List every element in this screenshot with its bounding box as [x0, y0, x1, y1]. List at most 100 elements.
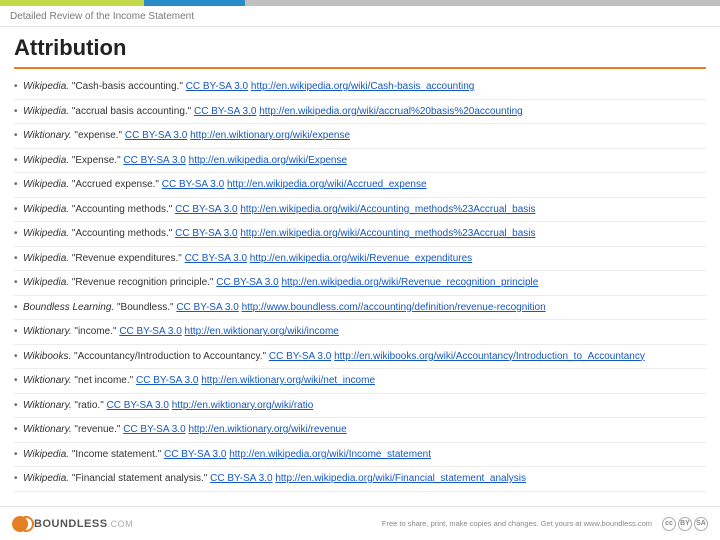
attribution-item: •Wiktionary. "revenue." CC BY-SA 3.0 htt…: [14, 418, 706, 443]
license-link[interactable]: CC BY-SA 3.0: [175, 204, 237, 215]
attribution-item: •Boundless Learning. "Boundless." CC BY-…: [14, 296, 706, 321]
bullet-icon: •: [14, 374, 23, 388]
license-link[interactable]: CC BY-SA 3.0: [123, 155, 185, 166]
attribution-source: Wiktionary.: [23, 424, 74, 435]
cc-icon: cc: [662, 517, 676, 531]
attribution-list: •Wikipedia. "Cash-basis accounting." CC …: [14, 75, 706, 492]
bullet-icon: •: [14, 276, 23, 290]
footer-right: Free to share, print, make copies and ch…: [382, 517, 708, 531]
attribution-title: "ratio.": [74, 400, 106, 411]
source-url-link[interactable]: http://www.boundless.com//accounting/def…: [242, 302, 546, 313]
attribution-item: •Wikipedia. "Cash-basis accounting." CC …: [14, 75, 706, 100]
source-url-link[interactable]: http://en.wikipedia.org/wiki/Revenue_rec…: [281, 277, 538, 288]
bullet-icon: •: [14, 350, 23, 364]
attribution-source: Wikipedia.: [23, 277, 72, 288]
bullet-icon: •: [14, 178, 23, 192]
breadcrumb: Detailed Review of the Income Statement: [0, 6, 720, 27]
bullet-icon: •: [14, 423, 23, 437]
attribution-item: •Wikipedia. "Accounting methods." CC BY-…: [14, 198, 706, 223]
source-url-link[interactable]: http://en.wikipedia.org/wiki/Financial_s…: [275, 473, 526, 484]
license-link[interactable]: CC BY-SA 3.0: [125, 130, 187, 141]
license-link[interactable]: CC BY-SA 3.0: [119, 326, 181, 337]
license-link[interactable]: CC BY-SA 3.0: [186, 81, 248, 92]
attribution-item: •Wikipedia. "Revenue expenditures." CC B…: [14, 247, 706, 272]
source-url-link[interactable]: http://en.wiktionary.org/wiki/net_income: [201, 375, 375, 386]
attribution-item: •Wiktionary. "expense." CC BY-SA 3.0 htt…: [14, 124, 706, 149]
source-url-link[interactable]: http://en.wikipedia.org/wiki/Accounting_…: [240, 204, 535, 215]
source-url-link[interactable]: http://en.wiktionary.org/wiki/income: [185, 326, 339, 337]
license-link[interactable]: CC BY-SA 3.0: [185, 253, 247, 264]
bullet-icon: •: [14, 399, 23, 413]
license-link[interactable]: CC BY-SA 3.0: [175, 228, 237, 239]
source-url-link[interactable]: http://en.wikipedia.org/wiki/Accounting_…: [240, 228, 535, 239]
brand-name: BOUNDLESS.COM: [34, 518, 133, 530]
bullet-icon: •: [14, 154, 23, 168]
attribution-source: Wikibooks.: [23, 351, 74, 362]
attribution-title: "Revenue expenditures.": [72, 253, 185, 264]
attribution-source: Wikipedia.: [23, 179, 72, 190]
bullet-icon: •: [14, 472, 23, 486]
attribution-item: •Wikipedia. "Revenue recognition princip…: [14, 271, 706, 296]
attribution-source: Wiktionary.: [23, 130, 74, 141]
boundless-logo-icon: [12, 516, 28, 532]
license-link[interactable]: CC BY-SA 3.0: [194, 106, 256, 117]
bullet-icon: •: [14, 105, 23, 119]
attribution-item: •Wiktionary. "income." CC BY-SA 3.0 http…: [14, 320, 706, 345]
footer-tagline: Free to share, print, make copies and ch…: [382, 519, 652, 528]
attribution-title: "net income.": [74, 375, 136, 386]
page-title: Attribution: [14, 33, 706, 69]
brand-domain: .COM: [108, 519, 134, 529]
brand: BOUNDLESS.COM: [12, 516, 133, 532]
attribution-title: "Financial statement analysis.": [72, 473, 210, 484]
attribution-title: "income.": [74, 326, 119, 337]
license-link[interactable]: CC BY-SA 3.0: [269, 351, 331, 362]
footer: BOUNDLESS.COM Free to share, print, make…: [0, 506, 720, 540]
attribution-item: •Wikibooks. "Accountancy/Introduction to…: [14, 345, 706, 370]
attribution-source: Wikipedia.: [23, 473, 72, 484]
source-url-link[interactable]: http://en.wikipedia.org/wiki/Revenue_exp…: [250, 253, 472, 264]
attribution-item: •Wikipedia. "Financial statement analysi…: [14, 467, 706, 492]
source-url-link[interactable]: http://en.wiktionary.org/wiki/expense: [190, 130, 350, 141]
source-url-link[interactable]: http://en.wikipedia.org/wiki/accrual%20b…: [259, 106, 522, 117]
license-link[interactable]: CC BY-SA 3.0: [162, 179, 224, 190]
bullet-icon: •: [14, 129, 23, 143]
attribution-title: "expense.": [74, 130, 124, 141]
license-link[interactable]: CC BY-SA 3.0: [216, 277, 278, 288]
attribution-source: Wikipedia.: [23, 155, 72, 166]
sa-icon: SA: [694, 517, 708, 531]
source-url-link[interactable]: http://en.wikibooks.org/wiki/Accountancy…: [334, 351, 645, 362]
attribution-source: Boundless Learning.: [23, 302, 117, 313]
attribution-source: Wikipedia.: [23, 204, 72, 215]
attribution-item: •Wiktionary. "net income." CC BY-SA 3.0 …: [14, 369, 706, 394]
attribution-title: "accrual basis accounting.": [72, 106, 194, 117]
cc-badges: cc BY SA: [662, 517, 708, 531]
attribution-item: •Wikipedia. "accrual basis accounting." …: [14, 100, 706, 125]
content-area: Attribution •Wikipedia. "Cash-basis acco…: [0, 27, 720, 506]
source-url-link[interactable]: http://en.wikipedia.org/wiki/Income_stat…: [229, 449, 431, 460]
source-url-link[interactable]: http://en.wiktionary.org/wiki/revenue: [188, 424, 346, 435]
attribution-item: •Wikipedia. "Accounting methods." CC BY-…: [14, 222, 706, 247]
attribution-title: "Revenue recognition principle.": [72, 277, 216, 288]
attribution-item: •Wikipedia. "Expense." CC BY-SA 3.0 http…: [14, 149, 706, 174]
source-url-link[interactable]: http://en.wikipedia.org/wiki/Cash-basis_…: [251, 81, 474, 92]
attribution-title: "Boundless.": [117, 302, 176, 313]
source-url-link[interactable]: http://en.wikipedia.org/wiki/Expense: [189, 155, 347, 166]
license-link[interactable]: CC BY-SA 3.0: [136, 375, 198, 386]
bullet-icon: •: [14, 301, 23, 315]
bullet-icon: •: [14, 80, 23, 94]
brand-name-text: BOUNDLESS: [34, 518, 108, 530]
license-link[interactable]: CC BY-SA 3.0: [210, 473, 272, 484]
license-link[interactable]: CC BY-SA 3.0: [164, 449, 226, 460]
attribution-title: "Accounting methods.": [72, 228, 175, 239]
attribution-title: "Income statement.": [72, 449, 164, 460]
license-link[interactable]: CC BY-SA 3.0: [123, 424, 185, 435]
attribution-title: "Accrued expense.": [72, 179, 162, 190]
attribution-source: Wikipedia.: [23, 228, 72, 239]
attribution-source: Wikipedia.: [23, 253, 72, 264]
slide: Detailed Review of the Income Statement …: [0, 0, 720, 540]
license-link[interactable]: CC BY-SA 3.0: [107, 400, 169, 411]
source-url-link[interactable]: http://en.wikipedia.org/wiki/Accrued_exp…: [227, 179, 427, 190]
license-link[interactable]: CC BY-SA 3.0: [176, 302, 238, 313]
source-url-link[interactable]: http://en.wiktionary.org/wiki/ratio: [172, 400, 314, 411]
attribution-source: Wikipedia.: [23, 106, 72, 117]
